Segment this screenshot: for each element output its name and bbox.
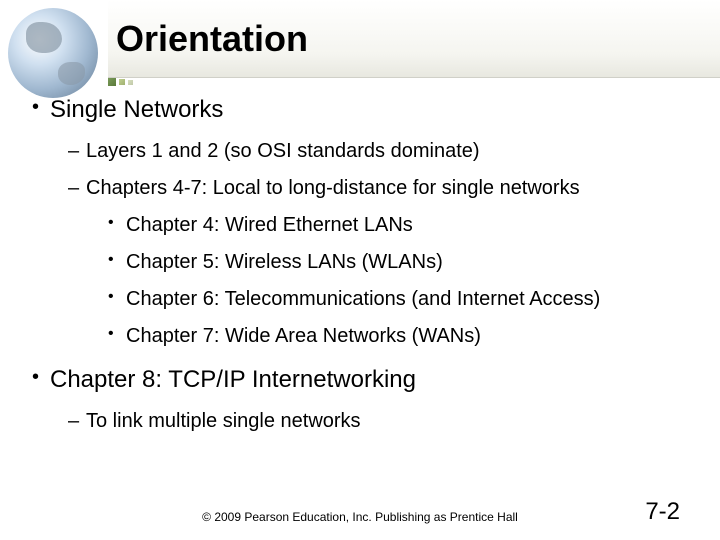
slide-title: Orientation (116, 18, 308, 60)
bullet-level3: Chapter 4: Wired Ethernet LANs (28, 214, 696, 237)
bullet-level3: Chapter 7: Wide Area Networks (WANs) (28, 325, 696, 348)
bullet-level1: Single Networks (28, 96, 696, 124)
copyright-footer: © 2009 Pearson Education, Inc. Publishin… (0, 510, 720, 524)
bullet-level2: Layers 1 and 2 (so OSI standards dominat… (28, 140, 696, 163)
bullet-level3: Chapter 5: Wireless LANs (WLANs) (28, 251, 696, 274)
bullet-level1: Chapter 8: TCP/IP Internetworking (28, 366, 696, 394)
title-bar: Orientation (108, 0, 720, 78)
globe-icon (8, 8, 98, 98)
bullet-level3: Chapter 6: Telecommunications (and Inter… (28, 288, 696, 311)
bullet-level2: Chapters 4-7: Local to long-distance for… (28, 177, 696, 200)
decorative-squares (108, 78, 133, 86)
page-number: 7-2 (645, 498, 680, 526)
slide-content: Single Networks Layers 1 and 2 (so OSI s… (28, 96, 696, 447)
bullet-level2: To link multiple single networks (28, 410, 696, 433)
